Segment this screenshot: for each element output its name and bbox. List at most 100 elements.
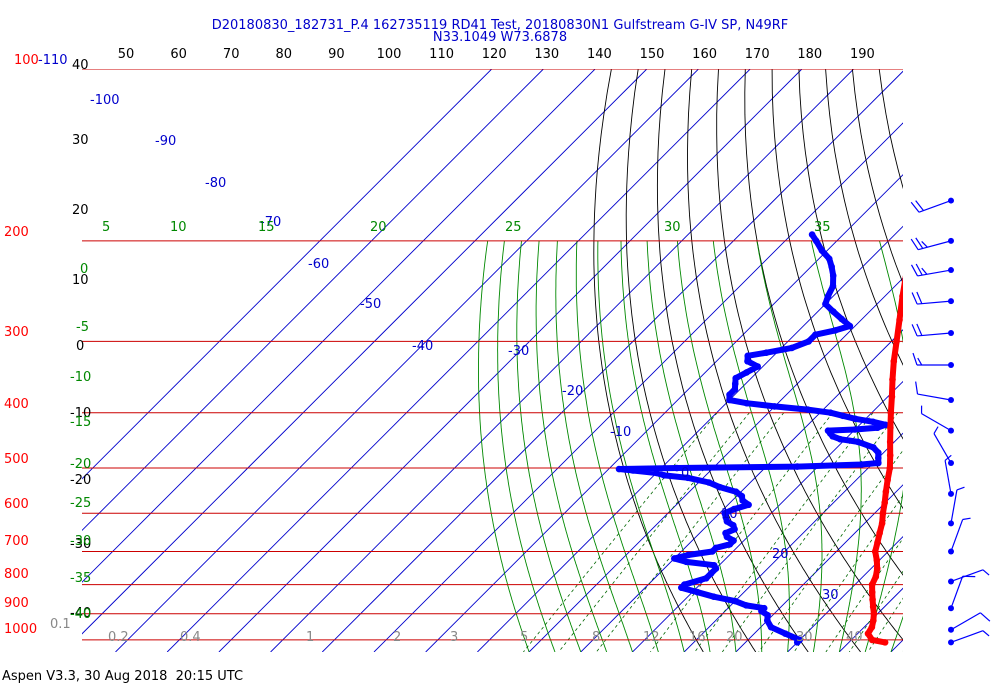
dewpoint-point — [712, 544, 720, 552]
dewpoint-point — [796, 636, 803, 644]
height-tick-label: 10 — [72, 273, 89, 288]
temperature-point — [904, 267, 911, 274]
pressure-tick-label: 400 — [4, 397, 29, 412]
dewpoint-point — [745, 501, 752, 509]
dewpoint-point — [812, 237, 820, 245]
mixing-ratio-label: 0.2 — [108, 630, 129, 645]
dewpoint-point — [684, 474, 692, 482]
dewpoint-point — [818, 247, 826, 254]
moist-adiabat-line — [969, 241, 1000, 652]
dewpoint-point — [829, 282, 837, 290]
top-axis-tick-label: 180 — [797, 47, 822, 62]
top-axis-tick-label: 80 — [276, 47, 293, 62]
pressure-tick-label: 200 — [4, 225, 29, 240]
isotherm-label: 0 — [681, 466, 689, 481]
temperature-point — [871, 548, 879, 555]
grid-labels: -110100200300400500600700800900100040302… — [4, 53, 863, 645]
top-axis-tick-label: 150 — [640, 47, 665, 62]
dewpoint-point — [629, 467, 637, 474]
isotherm-label: -60 — [308, 257, 329, 272]
wind-barb — [915, 381, 954, 404]
mixing-ratio-line — [721, 412, 899, 652]
pressure-tick-label: 800 — [4, 567, 29, 582]
wind-barb — [948, 575, 976, 612]
dewpoint-point — [874, 424, 881, 432]
dry-adiabat-line — [960, 69, 1000, 652]
isotherm-line — [890, 639, 903, 652]
dewpoint-point — [732, 374, 740, 382]
moist-adiabat-line — [620, 240, 711, 652]
dry-adiabat-line — [687, 69, 861, 652]
isotherm-label: -20 — [562, 384, 583, 399]
temperature-point — [872, 573, 880, 581]
isotherm-label: -30 — [508, 344, 529, 359]
isobar-lines — [82, 69, 903, 641]
top-axis-tick-label: 100 — [377, 47, 402, 62]
pressure-tick-label: 700 — [4, 534, 29, 549]
dewpoint-point — [875, 449, 882, 457]
mixing-ratio-line — [902, 650, 903, 652]
dry-adiabat-line — [771, 69, 903, 510]
dewpoint-point — [738, 492, 746, 500]
mixing-ratio-label: 8 — [592, 630, 600, 645]
pressure-tick-label: 100 — [14, 53, 39, 68]
temperature-point — [899, 292, 903, 300]
chart-subtitle: N33.1049 W73.6878 — [433, 30, 567, 45]
mixing-ratio-label: 30 — [796, 630, 813, 645]
dewpoint-point — [760, 604, 768, 612]
temperature-point — [869, 596, 876, 603]
isotherm-label: -90 — [155, 134, 176, 149]
pressure-tick-label: 500 — [4, 452, 29, 467]
isotherm-line — [477, 225, 903, 652]
wind-barb — [911, 323, 954, 337]
dry-adiabat-line — [878, 69, 903, 190]
temperature-point — [912, 211, 919, 218]
dewpoint-point — [830, 308, 837, 315]
temperature-point — [870, 617, 877, 624]
isotherm-line — [787, 535, 903, 652]
isotherm-line — [528, 277, 903, 652]
isotherm-label: -40 — [412, 339, 433, 354]
top-axis-tick-label: 190 — [850, 47, 875, 62]
mixing-ratio-line — [558, 412, 750, 652]
temperature-point — [873, 565, 881, 572]
temperature-point — [887, 409, 895, 417]
mixing-ratio-line — [928, 413, 1000, 652]
dry-adiabat-line — [798, 69, 903, 440]
moist-adiabat-line — [575, 240, 659, 652]
height-tick-label: -30 — [70, 537, 91, 552]
isotherm-line — [632, 380, 903, 652]
dewpoint-point — [882, 421, 889, 429]
dewpoint-point — [731, 380, 739, 388]
isotherm-line — [683, 432, 903, 652]
dewpoint-point — [788, 344, 796, 352]
top-axis-tick-label: 70 — [223, 47, 240, 62]
dewpoint-point — [731, 386, 739, 393]
dewpoint-point — [615, 465, 623, 473]
dewpoint-line — [616, 231, 889, 646]
dewpoint-point — [684, 551, 692, 559]
isotherm-label: -80 — [205, 176, 226, 191]
mixing-ratio-lines — [523, 412, 1000, 652]
height-tick-label: 20 — [72, 203, 89, 218]
top-axis-tick-label: 60 — [170, 47, 187, 62]
dewpoint-point — [732, 488, 740, 495]
pressure-tick-label: 300 — [4, 325, 29, 340]
height-tick-label: 30 — [72, 133, 89, 148]
temperature-point — [868, 581, 876, 588]
dewpoint-point — [673, 464, 681, 472]
dewpoint-point — [824, 292, 832, 300]
temperature-point — [869, 603, 877, 611]
moist-adiabat-label: -10 — [70, 370, 91, 385]
dewpoint-point — [764, 611, 771, 619]
dry-adiabat-line — [825, 69, 903, 366]
dewpoint-point — [710, 561, 718, 569]
dewpoint-point — [683, 558, 690, 566]
wind-barb — [910, 237, 954, 251]
dry-adiabat-label: 20 — [370, 220, 387, 235]
temperature-point — [884, 476, 891, 484]
dewpoint-point — [805, 338, 812, 345]
dewpoint-point — [743, 369, 750, 376]
height-tick-label: -10 — [70, 406, 91, 421]
dry-adiabat-label: 35 — [814, 220, 831, 235]
